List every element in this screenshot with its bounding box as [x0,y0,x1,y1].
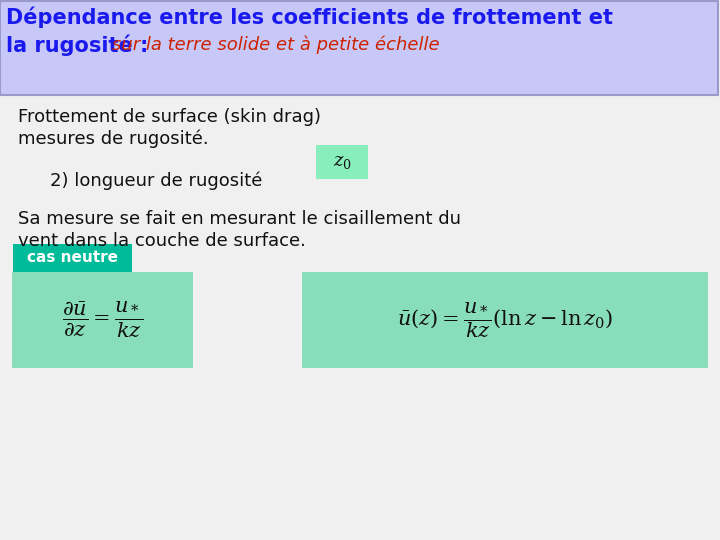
Text: Sa mesure se fait en mesurant le cisaillement du: Sa mesure se fait en mesurant le cisaill… [18,210,461,228]
Text: Dépendance entre les coefficients de frottement et: Dépendance entre les coefficients de fro… [6,7,613,29]
Text: $\bar{u}\left(z\right)=\dfrac{u_*}{kz}\left(\ln z - \ln z_0\right)$: $\bar{u}\left(z\right)=\dfrac{u_*}{kz}\l… [397,300,613,340]
Text: Frottement de surface (skin drag): Frottement de surface (skin drag) [18,108,321,126]
Text: sur la terre solide et à petite échelle: sur la terre solide et à petite échelle [112,35,440,53]
Text: cas neutre: cas neutre [27,251,118,266]
Text: $z_0$: $z_0$ [333,153,351,171]
Text: la rugosité :: la rugosité : [6,35,156,57]
FancyBboxPatch shape [13,244,132,272]
FancyBboxPatch shape [12,272,193,368]
Text: $\dfrac{\partial \bar{u}}{\partial z} = \dfrac{u_*}{kz}$: $\dfrac{\partial \bar{u}}{\partial z} = … [62,300,143,340]
FancyBboxPatch shape [302,272,708,368]
Text: 2) longueur de rugosité: 2) longueur de rugosité [50,172,262,191]
Text: mesures de rugosité.: mesures de rugosité. [18,130,209,148]
Text: vent dans la couche de surface.: vent dans la couche de surface. [18,232,306,250]
FancyBboxPatch shape [316,145,368,179]
FancyBboxPatch shape [0,1,718,95]
